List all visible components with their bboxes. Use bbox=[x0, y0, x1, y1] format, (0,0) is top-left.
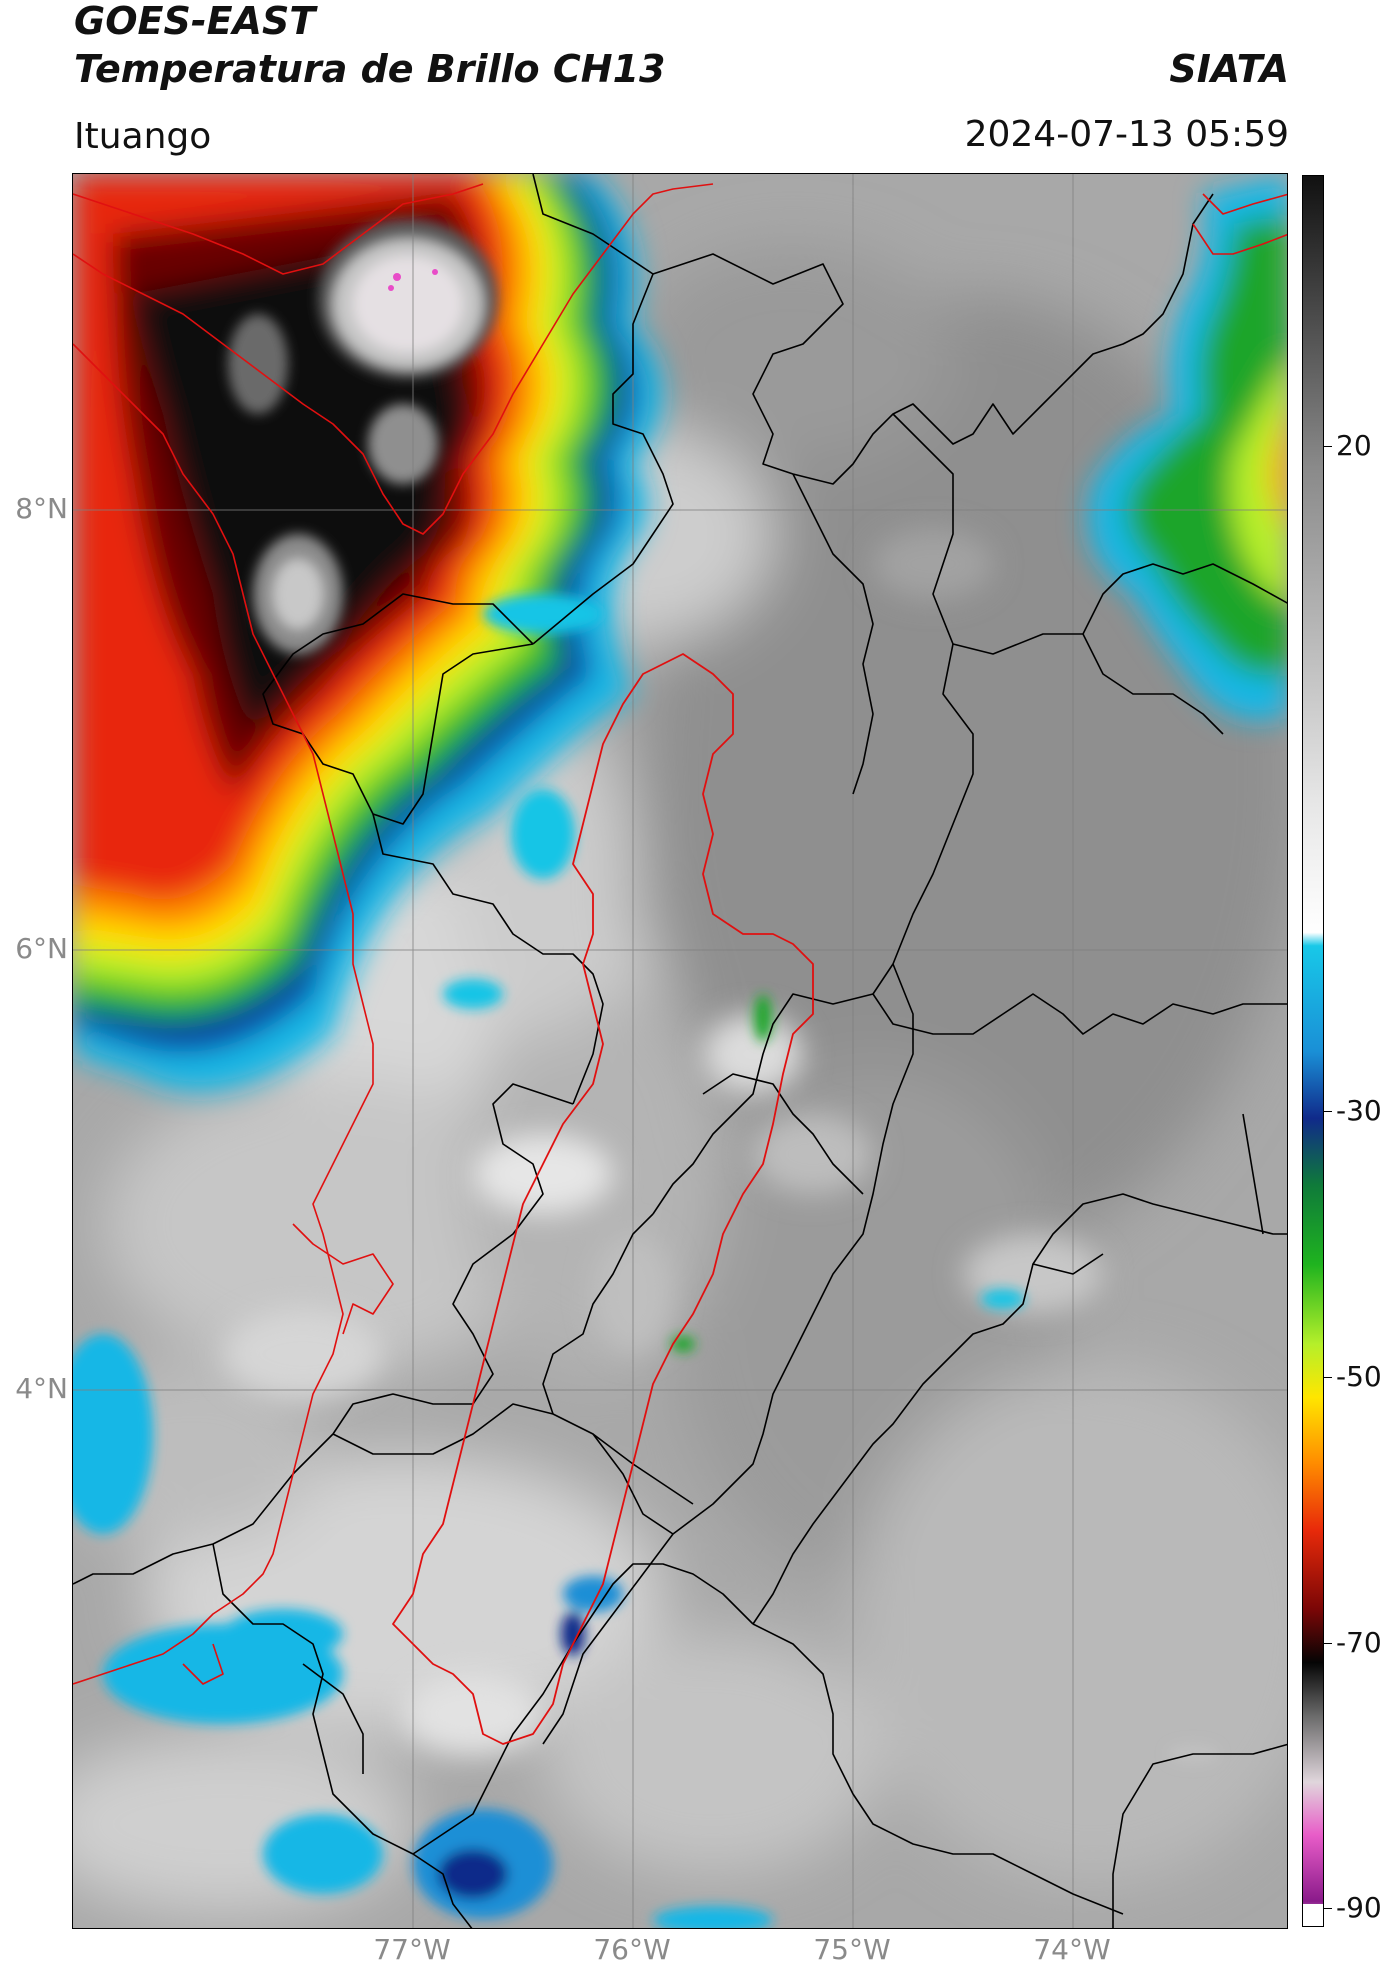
map-gridlines bbox=[73, 174, 1287, 1928]
lat-label-4n: 4°N bbox=[15, 1372, 68, 1405]
convective-cluster-northwest bbox=[73, 174, 663, 1092]
satellite-map[interactable] bbox=[72, 173, 1288, 1929]
datetime-label: 2024-07-13 05:59 bbox=[964, 114, 1289, 155]
lat-label-6n: 6°N bbox=[15, 932, 68, 965]
colorbar-tick-minus50 bbox=[1324, 1377, 1332, 1378]
colorbar-label-minus50: -50 bbox=[1336, 1360, 1382, 1393]
colorbar-label-minus70: -70 bbox=[1336, 1626, 1382, 1659]
organization-label: SIATA bbox=[1169, 47, 1289, 91]
lon-label-77w: 77°W bbox=[373, 1933, 451, 1966]
colorbar-gradient bbox=[1303, 176, 1323, 1926]
map-canvas bbox=[73, 174, 1287, 1928]
colorbar-label-minus30: -30 bbox=[1336, 1094, 1382, 1127]
lon-label-74w: 74°W bbox=[1033, 1933, 1111, 1966]
colorbar-tick-minus90 bbox=[1324, 1908, 1332, 1909]
convective-cluster-northeast bbox=[1088, 174, 1287, 721]
colorbar-label-minus90: -90 bbox=[1336, 1891, 1382, 1924]
ituango-region-outline bbox=[392, 653, 814, 1745]
colorbar-label-20: 20 bbox=[1336, 429, 1372, 462]
lon-label-76w: 76°W bbox=[593, 1933, 671, 1966]
product-title: Temperatura de Brillo CH13 bbox=[74, 47, 666, 91]
colorbar-bottom-band bbox=[1303, 1904, 1323, 1926]
coastline bbox=[73, 183, 1287, 1685]
lat-label-8n: 8°N bbox=[15, 492, 68, 525]
colorbar-tick-minus70 bbox=[1324, 1643, 1332, 1644]
colorbar-tick-20 bbox=[1324, 446, 1332, 447]
lon-label-75w: 75°W bbox=[813, 1933, 891, 1966]
colorbar-tick-minus30 bbox=[1324, 1111, 1332, 1112]
scattered-cold-patches bbox=[73, 594, 1218, 1928]
location-label: Ituango bbox=[74, 116, 212, 157]
satellite-title: GOES-EAST bbox=[74, 0, 316, 43]
colorbar bbox=[1302, 175, 1324, 1927]
